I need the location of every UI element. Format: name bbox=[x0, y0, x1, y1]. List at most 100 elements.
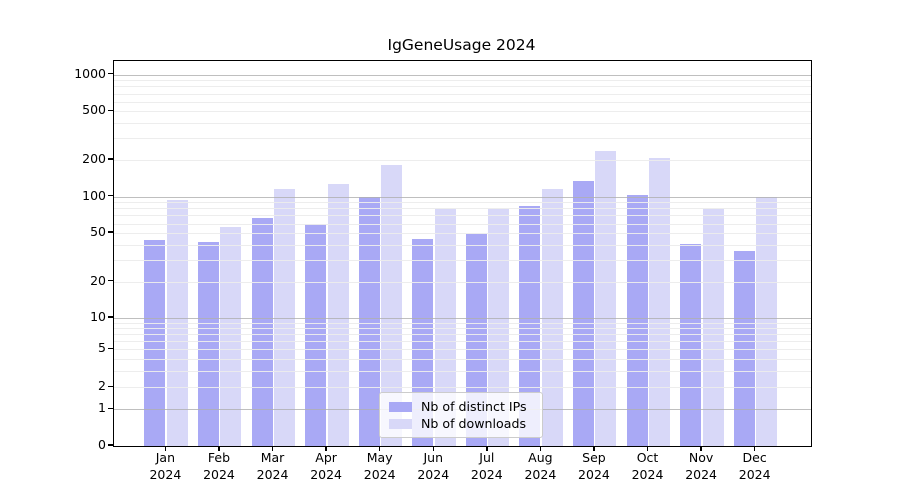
gridline-minor bbox=[114, 387, 811, 389]
y-tick-label: 200 bbox=[82, 150, 106, 166]
y-tick-mark-icon bbox=[107, 385, 114, 388]
gridline-minor bbox=[114, 123, 811, 125]
y-tick-mark-icon bbox=[107, 109, 114, 111]
gridline-minor bbox=[114, 349, 811, 351]
legend-item-downloads: Nb of downloads bbox=[389, 416, 532, 431]
x-tick-mark-icon bbox=[539, 446, 542, 451]
y-tick-label: 20 bbox=[90, 272, 106, 288]
bar-downloads bbox=[274, 189, 296, 446]
gridline-minor bbox=[114, 86, 811, 88]
x-tick-label: Apr 2024 bbox=[310, 450, 343, 482]
legend-label-downloads: Nb of downloads bbox=[421, 416, 527, 431]
gridline-minor bbox=[114, 93, 811, 95]
bar-downloads bbox=[381, 164, 403, 446]
chart-title: IgGeneUsage 2024 bbox=[387, 36, 536, 54]
bar-distinct-ips bbox=[197, 242, 219, 446]
y-tick-label: 100 bbox=[82, 187, 106, 203]
y-tick-label: 50 bbox=[90, 224, 106, 240]
x-tick-label: Feb 2024 bbox=[203, 450, 235, 482]
gridline-minor bbox=[114, 159, 811, 161]
x-tick-label: Jul 2024 bbox=[470, 450, 503, 482]
x-tick-mark-icon bbox=[646, 446, 649, 451]
x-tick-label: May 2024 bbox=[363, 450, 396, 482]
x-tick-mark-icon bbox=[593, 446, 595, 451]
x-tick-label: Dec 2024 bbox=[738, 450, 771, 482]
gridline-minor bbox=[114, 334, 811, 336]
x-tick-label: Jun 2024 bbox=[417, 450, 450, 482]
x-tick-mark-icon bbox=[700, 446, 702, 451]
gridline-minor bbox=[114, 111, 811, 113]
bar-downloads bbox=[702, 208, 724, 446]
x-tick-label: Nov 2024 bbox=[685, 450, 717, 482]
gridline-minor bbox=[114, 244, 811, 246]
x-tick-label: Aug 2024 bbox=[524, 450, 557, 482]
legend-label-distinct-ips: Nb of distinct IPs bbox=[421, 399, 527, 414]
bar-downloads bbox=[541, 189, 563, 446]
gridline-major bbox=[114, 74, 811, 76]
legend-swatch-distinct-ips-icon bbox=[389, 401, 412, 412]
gridline-minor bbox=[114, 208, 811, 210]
gridline-minor bbox=[114, 215, 811, 217]
x-tick-mark-icon bbox=[218, 446, 220, 451]
bar-distinct-ips bbox=[144, 239, 166, 446]
x-tick-label: Sep 2024 bbox=[578, 450, 610, 482]
gridline-minor bbox=[114, 80, 811, 82]
gridline-minor bbox=[114, 138, 811, 140]
y-tick-label: 5 bbox=[98, 340, 106, 356]
bar-distinct-ips bbox=[680, 243, 702, 446]
y-tick-mark-icon bbox=[107, 444, 114, 446]
plot-area: Nb of distinct IPs Nb of downloads bbox=[113, 60, 812, 447]
x-tick-mark-icon bbox=[432, 446, 434, 451]
gridline-minor bbox=[114, 328, 811, 330]
gridline-minor bbox=[114, 260, 811, 262]
gridline-minor bbox=[114, 101, 811, 103]
gridline-minor bbox=[114, 370, 811, 372]
y-tick-mark-icon bbox=[107, 347, 114, 350]
x-tick-mark-icon bbox=[325, 446, 327, 451]
x-tick-mark-icon bbox=[753, 446, 756, 451]
y-tick-label: 1 bbox=[98, 400, 106, 416]
gridline-minor bbox=[114, 358, 811, 360]
bar-distinct-ips bbox=[733, 250, 755, 446]
y-tick-mark-icon bbox=[107, 194, 114, 197]
gridline-major bbox=[114, 196, 811, 198]
legend: Nb of distinct IPs Nb of downloads bbox=[379, 392, 543, 438]
y-tick-label: 0 bbox=[98, 437, 106, 452]
bar-downloads bbox=[327, 184, 349, 446]
gridline-minor bbox=[114, 322, 811, 324]
bar-downloads bbox=[595, 150, 617, 446]
bar-distinct-ips bbox=[626, 194, 648, 446]
legend-swatch-downloads-icon bbox=[389, 418, 412, 429]
x-tick-label: Mar 2024 bbox=[256, 450, 289, 482]
y-tick-mark-icon bbox=[107, 72, 114, 75]
x-tick-mark-icon bbox=[486, 446, 488, 451]
y-tick-mark-icon bbox=[107, 158, 114, 160]
y-tick-label: 10 bbox=[90, 309, 106, 325]
y-tick-label: 2 bbox=[98, 378, 106, 394]
y-tick-label: 1000 bbox=[74, 65, 106, 81]
x-tick-mark-icon bbox=[271, 446, 274, 451]
gridline-minor bbox=[114, 341, 811, 343]
bar-distinct-ips bbox=[358, 196, 380, 446]
x-tick-label: Oct 2024 bbox=[631, 450, 664, 482]
x-tick-label: Jan 2024 bbox=[149, 450, 182, 482]
gridline-major bbox=[114, 318, 811, 320]
y-tick-mark-icon bbox=[107, 231, 114, 233]
y-tick-label: 500 bbox=[82, 102, 106, 118]
bar-downloads bbox=[488, 208, 510, 446]
y-tick-mark-icon bbox=[107, 316, 114, 318]
bar-downloads bbox=[434, 208, 456, 446]
y-tick-mark-icon bbox=[107, 407, 114, 410]
bar-distinct-ips bbox=[251, 218, 273, 446]
legend-item-distinct-ips: Nb of distinct IPs bbox=[389, 399, 532, 414]
gridline-minor bbox=[114, 202, 811, 204]
x-tick-mark-icon bbox=[378, 446, 381, 451]
bar-distinct-ips bbox=[572, 181, 594, 446]
gridline-minor bbox=[114, 223, 811, 225]
y-tick-mark-icon bbox=[107, 279, 114, 282]
bar-downloads bbox=[649, 158, 671, 446]
bar-distinct-ips bbox=[519, 205, 541, 446]
bar-downloads bbox=[756, 196, 778, 446]
gridline-minor bbox=[114, 281, 811, 283]
